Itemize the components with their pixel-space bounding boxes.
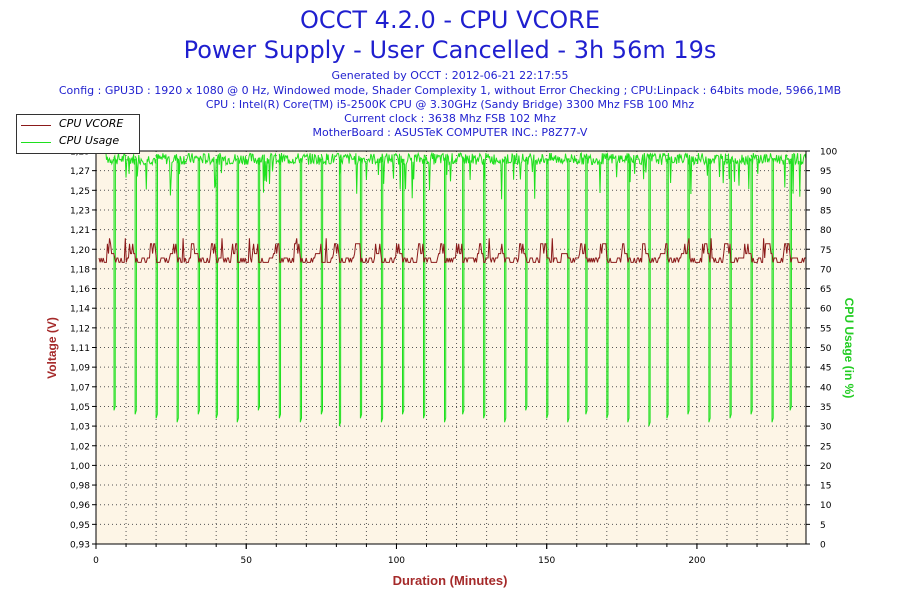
left-tick-label: 0,96 <box>70 501 90 511</box>
legend-label-vcore: CPU VCORE <box>59 117 124 130</box>
right-tick-label: 45 <box>820 364 831 374</box>
right-tick-label: 95 <box>820 167 831 177</box>
x-tick-label: 0 <box>93 556 99 566</box>
legend-item-usage: CPU Usage <box>21 134 137 150</box>
left-tick-label: 1,07 <box>70 383 90 393</box>
x-axis: 0 50 100 150 200 <box>93 544 788 566</box>
right-tick-label: 70 <box>820 265 832 275</box>
chart-subtitle: Power Supply - User Cancelled - 3h 56m 1… <box>183 36 717 64</box>
info-clock: Current clock : 3638 Mhz FSB 102 Mhz <box>344 112 556 125</box>
legend-swatch-vcore <box>21 125 51 126</box>
y-axis-right-label: CPU Usage (in %) <box>842 298 856 399</box>
info-config: Config : GPU3D : 1920 x 1080 @ 0 Hz, Win… <box>58 84 842 97</box>
x-tick-label: 200 <box>688 556 705 566</box>
legend-item-vcore: CPU VCORE <box>21 117 137 133</box>
left-tick-label: 1,18 <box>70 265 90 275</box>
left-tick-label: 1,11 <box>70 344 90 354</box>
info-motherboard: MotherBoard : ASUSTeK COMPUTER INC.: P8Z… <box>312 126 588 139</box>
left-tick-label: 1,20 <box>70 246 90 256</box>
right-tick-label: 75 <box>820 246 831 256</box>
right-tick-label: 10 <box>820 501 832 511</box>
left-tick-label: 1,02 <box>70 442 90 452</box>
plot-area <box>96 151 806 544</box>
left-tick-label: 1,23 <box>70 206 90 216</box>
right-tick-label: 20 <box>820 462 832 472</box>
left-tick-label: 1,12 <box>70 324 90 334</box>
left-tick-label: 1,05 <box>70 403 90 413</box>
right-tick-label: 15 <box>820 482 831 492</box>
left-tick-label: 1,09 <box>70 364 90 374</box>
right-tick-label: 100 <box>820 148 837 158</box>
x-tick-label: 50 <box>241 556 253 566</box>
left-tick-label: 1,21 <box>70 226 90 236</box>
chart-title: OCCT 4.2.0 - CPU VCORE <box>299 6 600 34</box>
left-tick-label: 1,00 <box>70 462 90 472</box>
legend-label-usage: CPU Usage <box>59 134 120 147</box>
series-cpu-vcore <box>98 238 806 263</box>
x-axis-label: Duration (Minutes) <box>393 573 508 588</box>
right-tick-label: 30 <box>820 423 832 433</box>
plot-frame <box>95 150 807 545</box>
right-tick-label: 5 <box>820 521 826 531</box>
left-tick-label: 1,16 <box>70 285 90 295</box>
left-tick-label: 1,27 <box>70 167 90 177</box>
right-tick-label: 85 <box>820 206 831 216</box>
left-tick-label: 1,14 <box>70 305 90 315</box>
right-tick-label: 40 <box>820 383 832 393</box>
right-tick-label: 65 <box>820 285 831 295</box>
legend-swatch-usage <box>21 142 51 143</box>
info-generated: Generated by OCCT : 2012-06-21 22:17:55 <box>331 69 569 82</box>
right-tick-label: 0 <box>820 541 826 551</box>
right-tick-label: 60 <box>820 305 832 315</box>
left-tick-label: 0,93 <box>70 541 90 551</box>
right-tick-label: 55 <box>820 324 831 334</box>
left-tick-label: 0,95 <box>70 521 90 531</box>
x-tick-label: 150 <box>538 556 555 566</box>
left-tick-label: 1,25 <box>70 187 90 197</box>
series-cpu-usage <box>96 150 807 427</box>
x-tick-label: 100 <box>388 556 405 566</box>
legend: CPU VCORE CPU Usage <box>16 114 140 154</box>
right-tick-label: 90 <box>820 187 832 197</box>
right-tick-label: 35 <box>820 403 831 413</box>
left-tick-label: 1,03 <box>70 423 90 433</box>
right-tick-label: 50 <box>820 344 832 354</box>
right-tick-label: 80 <box>820 226 832 236</box>
right-tick-label: 25 <box>820 442 831 452</box>
y-axis-left-label: Voltage (V) <box>45 317 59 379</box>
left-tick-label: 0,98 <box>70 482 90 492</box>
info-cpu: CPU : Intel(R) Core(TM) i5-2500K CPU @ 3… <box>205 98 695 111</box>
right-axis: 0 5 10 15 20 25 30 35 40 45 50 55 60 65 70 75 80 85 90 95 10… <box>806 148 837 551</box>
left-axis: 0,93 0,95 0,96 0,98 1,00 1,02 1,03 1,05 1,07 1,09… <box>70 148 96 551</box>
